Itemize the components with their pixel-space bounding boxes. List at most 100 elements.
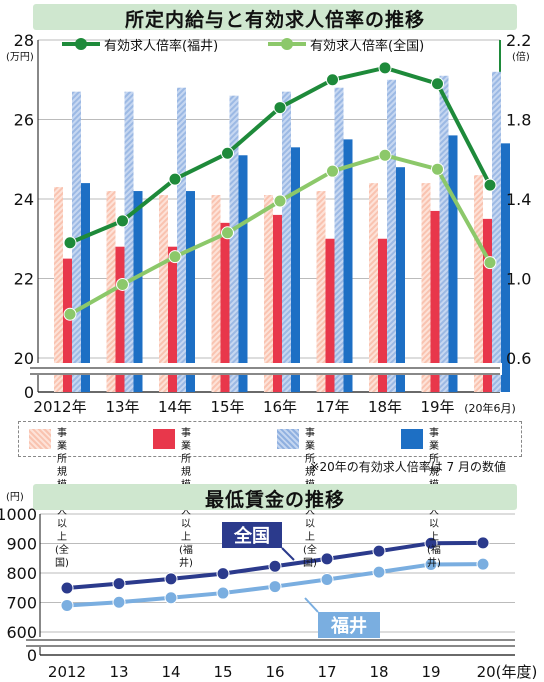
wage-point-1-1: [112, 595, 126, 609]
legend-swatch-5-fukui: [153, 429, 175, 449]
bottom-x-label: 15: [213, 663, 232, 681]
left-tick-label: 28: [14, 31, 34, 50]
bar-1-2: [168, 246, 177, 392]
bottom-x-label: 2012: [48, 663, 86, 681]
bar-2-1: [124, 91, 134, 393]
bar-1-5: [325, 238, 335, 392]
bar-1-0: [63, 258, 72, 392]
bar-3-6: [396, 167, 405, 392]
bottom-tick-label: 0: [27, 646, 37, 665]
bar-0-4: [264, 195, 273, 392]
label-fukui-box: [318, 612, 380, 638]
bottom-x-label: 16: [265, 663, 284, 681]
wage-point-0-3: [216, 567, 230, 581]
bar-2-4: [282, 91, 291, 393]
wage-point-0-5: [320, 552, 334, 566]
ratio-point-1-1: [116, 277, 129, 291]
ratio-point-0-6: [378, 61, 392, 75]
bottom-tick-label: 900: [6, 535, 37, 554]
bottom-x-label: 14: [161, 663, 180, 681]
top-x-label: 18年: [368, 398, 402, 416]
bottom-x-label: 17: [317, 663, 336, 681]
ratio-point-0-7: [431, 77, 444, 91]
legend-swatch-5-national: [29, 429, 51, 449]
right-tick-label: 1.0: [506, 270, 531, 289]
wage-point-1-0: [60, 598, 74, 612]
bar-2-2: [177, 87, 186, 392]
bar-0-7: [421, 183, 431, 392]
right-tick-label: 1.4: [506, 190, 531, 209]
bar-1-1: [115, 246, 125, 392]
bar-3-1: [133, 191, 143, 392]
wage-point-0-8: [476, 536, 490, 550]
ratio-point-1-4: [273, 194, 287, 208]
left-tick-label: 24: [14, 190, 34, 209]
label-national-box: [222, 522, 282, 548]
top-x-label: 16年: [263, 398, 297, 416]
left-tick-label: 20: [14, 349, 34, 368]
right-tick-label: 0.6: [506, 349, 531, 368]
bar-3-7: [448, 135, 458, 392]
wage-point-1-5: [320, 572, 334, 586]
right-tick-label: 2.2: [506, 31, 531, 50]
bottom-x-label: 19: [421, 663, 440, 681]
ratio-point-0-8: [483, 178, 497, 192]
bar-3-3: [238, 155, 248, 392]
bar-0-6: [369, 183, 378, 392]
ratio-point-0-4: [273, 101, 287, 115]
wage-point-0-6: [372, 544, 386, 558]
label-fukui-pointer: [304, 597, 319, 613]
ratio-point-1-5: [326, 164, 339, 178]
bar-1-3: [220, 222, 230, 392]
wage-point-0-7: [424, 536, 438, 550]
wage-point-0-4: [268, 559, 282, 573]
left-tick-label: 0: [24, 383, 34, 402]
bar-1-6: [378, 238, 387, 392]
right-tick-label: 1.8: [506, 111, 531, 130]
ratio-point-0-5: [326, 73, 339, 87]
bar-2-7: [439, 75, 449, 393]
ratio-point-0-2: [168, 172, 182, 186]
bottom-chart-title: 最低賃金の推移: [204, 489, 345, 511]
wage-point-0-2: [164, 572, 178, 586]
top-chart-title: 所定内給与と有効求人倍率の推移: [124, 9, 425, 31]
bottom-axis-unit: (円): [6, 492, 24, 503]
bar-1-4: [273, 214, 282, 392]
ratio-point-1-3: [221, 226, 234, 240]
wage-point-0-0: [60, 581, 74, 595]
footnote: ※20年の有効求人倍率は 7 月の数値: [309, 460, 506, 474]
bar-3-5: [343, 139, 353, 392]
left-tick-label: 22: [14, 270, 34, 289]
bar-0-3: [211, 195, 221, 392]
top-x-label: (20年6月): [464, 401, 516, 415]
bar-0-8: [474, 175, 483, 392]
ratio-point-1-6: [378, 148, 392, 162]
bottom-tick-label: 1000: [0, 505, 37, 524]
ratio-point-1-8: [483, 256, 497, 270]
bottom-x-label: 13: [109, 663, 128, 681]
bar-2-5: [334, 87, 344, 392]
bottom-x-label: 18: [369, 663, 388, 681]
line-legend-fukui-label: 有効求人倍率(福井): [104, 38, 218, 54]
top-title-band: 所定内給与と有効求人倍率の推移: [33, 4, 517, 31]
ratio-point-0-0: [63, 236, 77, 250]
left-tick-label: 26: [14, 111, 34, 130]
wage-point-1-4: [268, 580, 282, 594]
top-x-label: 13年: [105, 398, 139, 416]
wage-point-0-1: [112, 577, 126, 591]
bar-3-0: [81, 183, 90, 392]
label-fukui-text: 福井: [330, 615, 367, 637]
wage-point-1-2: [164, 591, 178, 605]
bar-0-0: [54, 187, 63, 392]
line-legend-fukui-dot: [75, 38, 87, 50]
bottom-title-band: 最低賃金の推移: [33, 484, 517, 511]
top-x-label: 14年: [158, 398, 192, 416]
top-x-label: 17年: [315, 398, 349, 416]
top-axis-break: [36, 363, 502, 375]
ratio-point-1-2: [168, 250, 182, 264]
bar-2-6: [387, 79, 396, 392]
wage-point-1-8: [476, 557, 490, 571]
bar-3-8: [501, 143, 510, 392]
